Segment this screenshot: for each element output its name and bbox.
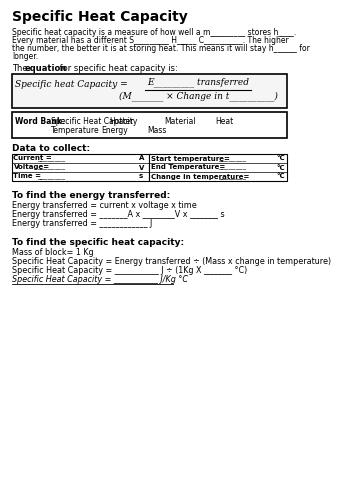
Text: equation: equation xyxy=(24,64,67,73)
Text: Specific Heat Capacity = Energy transferred ÷ (Mass x change in temperature): Specific Heat Capacity = Energy transfer… xyxy=(12,257,331,266)
Text: Energy: Energy xyxy=(101,126,128,135)
Text: ________: ________ xyxy=(37,164,65,170)
Text: Energy transferred = ____________ J: Energy transferred = ____________ J xyxy=(12,219,152,228)
Text: Word Bank:: Word Bank: xyxy=(15,117,65,126)
Text: End Temperature=: End Temperature= xyxy=(151,164,225,170)
Text: Start temperature=: Start temperature= xyxy=(151,156,230,162)
Text: °C: °C xyxy=(276,164,285,170)
Text: The: The xyxy=(12,64,30,73)
Text: ________: ________ xyxy=(37,174,65,180)
Text: the number, the better it is at storing heat. This means it will stay h______ fo: the number, the better it is at storing … xyxy=(12,44,310,53)
Text: (M_______ × Change in t__________): (M_______ × Change in t__________) xyxy=(119,91,278,101)
Text: Specific Heat Capacity: Specific Heat Capacity xyxy=(51,117,137,126)
Text: V: V xyxy=(139,164,144,170)
Text: Temperature: Temperature xyxy=(51,126,99,135)
Text: Specific Heat Capacity: Specific Heat Capacity xyxy=(12,10,188,24)
Text: ________: ________ xyxy=(218,156,246,162)
Text: Specific heat Capacity =: Specific heat Capacity = xyxy=(15,80,128,89)
Text: for specific heat capacity is:: for specific heat capacity is: xyxy=(57,64,178,73)
Text: °C: °C xyxy=(276,156,285,162)
Text: A: A xyxy=(139,156,144,162)
Text: Current =: Current = xyxy=(13,156,52,162)
Text: Time =: Time = xyxy=(13,174,41,180)
Text: longer.: longer. xyxy=(12,52,38,61)
Text: Mass: Mass xyxy=(148,126,167,135)
Text: Energy transferred = current x voltage x time: Energy transferred = current x voltage x… xyxy=(12,201,196,210)
Text: Heat: Heat xyxy=(215,117,233,126)
Text: ________: ________ xyxy=(218,164,246,170)
FancyBboxPatch shape xyxy=(12,74,287,108)
Text: ________: ________ xyxy=(218,174,246,180)
Text: °C: °C xyxy=(276,174,285,180)
Text: E_________ transferred: E_________ transferred xyxy=(147,77,249,86)
Text: To find the energy transferred:: To find the energy transferred: xyxy=(12,191,170,200)
Text: Specific Heat Capacity = ___________ J ÷ (1Kg X _______ °C): Specific Heat Capacity = ___________ J ÷… xyxy=(12,266,247,275)
FancyBboxPatch shape xyxy=(12,112,287,138)
Text: ________: ________ xyxy=(37,156,65,162)
Text: Data to collect:: Data to collect: xyxy=(12,144,90,153)
Text: Material: Material xyxy=(164,117,196,126)
Text: To find the specific heat capacity:: To find the specific heat capacity: xyxy=(12,238,184,247)
Text: Energy transferred = _______A x ________V x _______ s: Energy transferred = _______A x ________… xyxy=(12,210,224,219)
Text: Specific heat capacity is a measure of how well a m_________ stores h____.: Specific heat capacity is a measure of h… xyxy=(12,28,296,37)
FancyBboxPatch shape xyxy=(149,154,287,181)
Text: Mass of block= 1 Kg: Mass of block= 1 Kg xyxy=(12,248,93,257)
Text: Hotter: Hotter xyxy=(110,117,134,126)
Text: Voltage=: Voltage= xyxy=(13,164,50,170)
Text: Every material has a different S_________ H_____ C__________. The higher: Every material has a different S________… xyxy=(12,36,289,45)
Text: s: s xyxy=(139,174,143,180)
Text: Change in temperature=: Change in temperature= xyxy=(151,174,249,180)
Text: Specific Heat Capacity = ___________ J/Kg °C: Specific Heat Capacity = ___________ J/K… xyxy=(12,275,188,284)
FancyBboxPatch shape xyxy=(12,154,149,181)
